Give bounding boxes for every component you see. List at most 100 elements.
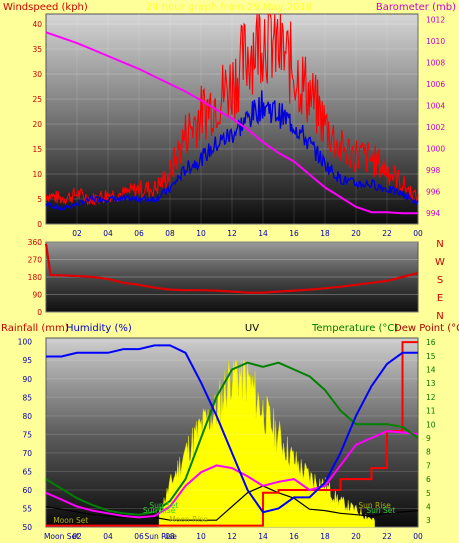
tick-label: 30 <box>32 70 42 79</box>
humidity-axis-ticks: 50 55 60 65 70 75 80 85 90 95 100 <box>18 338 33 532</box>
tick-label: 40 <box>32 20 42 29</box>
tick-label: 25 <box>32 95 42 104</box>
tick-label: 20 <box>32 120 42 129</box>
humidity-label: Humidity (%) <box>66 323 132 334</box>
temperature-axis-ticks: 3 4 5 6 7 8 9 10 11 12 13 14 15 16 <box>426 338 436 525</box>
tick-label: 270 <box>28 256 43 265</box>
humidity-line <box>46 344 418 514</box>
tick-label: 1010 <box>426 37 445 46</box>
tick-label: 02 <box>72 229 82 238</box>
tick-label: 14 <box>258 532 268 541</box>
tick-label: 00 <box>413 229 423 238</box>
gust-line <box>45 13 419 206</box>
tick-label: 180 <box>28 273 43 282</box>
tick-label: 12 <box>426 393 436 402</box>
tick-label: 4 <box>426 502 431 511</box>
uv-area <box>158 360 375 528</box>
tick-label: 22 <box>382 532 392 541</box>
tick-label: 50 <box>22 523 32 532</box>
tick-label: 18 <box>320 229 330 238</box>
tick-label: 11 <box>426 407 436 416</box>
tick-label: 70 <box>22 449 32 458</box>
tick-label: 10 <box>426 420 436 429</box>
tick-label: 0 <box>37 308 42 317</box>
tick-label: 1000 <box>426 145 445 154</box>
tick-label: 12 <box>227 532 237 541</box>
tick-label: Moon Set <box>44 532 79 541</box>
rain-line <box>46 341 418 527</box>
tick-label: 08 <box>165 532 175 541</box>
tick-label: 04 <box>103 532 113 541</box>
tick-label: 10 <box>32 170 42 179</box>
pink-line <box>45 430 419 519</box>
annotation-label: Sun Set <box>149 501 178 510</box>
dewpoint-label: Dew Point (°C) <box>394 323 459 334</box>
tick-label: 08 <box>165 229 175 238</box>
avg-wind-line <box>45 90 419 212</box>
direction-axis-ticks: 360 270 180 90 0 <box>28 238 43 317</box>
tick-label: 3 <box>426 516 431 525</box>
tick-label: 360 <box>28 238 43 247</box>
tick-label: 9 <box>426 434 431 443</box>
windspeed-label: Windspeed (kph) <box>3 2 88 13</box>
tick-label: 1002 <box>426 123 445 132</box>
uv-label: UV <box>245 323 259 334</box>
rainfall-label: Rainfall (mm) <box>1 323 69 334</box>
tick-label: 20 <box>351 229 361 238</box>
compass-label: N <box>436 311 443 322</box>
tick-label: 06 <box>134 229 144 238</box>
direction-series <box>44 243 419 294</box>
direction-panel-bg <box>45 241 419 313</box>
tick-label: 16 <box>426 338 436 347</box>
annotation-label: Sun Rise <box>143 506 176 515</box>
tick-label: 06 <box>134 532 144 541</box>
tick-label: 10 <box>196 229 206 238</box>
tick-label: 18 <box>320 532 330 541</box>
wind-series <box>45 13 419 215</box>
annotation-label: Moon Set <box>53 516 88 525</box>
tick-label: 7 <box>426 461 431 470</box>
tick-label: 6 <box>426 475 431 484</box>
compass-label: E <box>437 293 443 304</box>
tick-label: 35 <box>32 45 42 54</box>
tick-label: 5 <box>426 489 431 498</box>
tick-label: 15 <box>426 352 436 361</box>
tick-label: 90 <box>32 291 42 300</box>
rain-grid <box>46 341 418 528</box>
temperature-label: Temperature (°C) <box>311 323 398 334</box>
tick-label: 998 <box>426 166 441 175</box>
tick-label: 55 <box>22 504 32 513</box>
tick-label: 02 <box>72 532 82 541</box>
compass-label: S <box>437 275 443 286</box>
wind-time-ticks: 02 04 06 08 10 12 14 16 18 20 22 00 <box>72 229 423 238</box>
tick-label: 994 <box>426 209 441 218</box>
tick-label: 1004 <box>426 102 445 111</box>
tick-label: 65 <box>22 467 32 476</box>
uv-series <box>158 360 375 528</box>
tick-label: 00 <box>413 532 423 541</box>
barometer-axis-ticks: 994 996 998 1000 1002 1004 1006 1008 1010 1012 <box>426 15 445 218</box>
temperature-line <box>45 361 419 516</box>
tick-label: 85 <box>22 393 32 402</box>
tick-label: 16 <box>289 229 299 238</box>
barometer-line <box>45 31 418 215</box>
annotation-label: Sun Set <box>366 506 395 515</box>
tick-label: 04 <box>103 229 113 238</box>
barometer-label: Barometer (mb) <box>376 2 456 13</box>
direction-grid <box>46 241 418 313</box>
compass-label: N <box>436 239 443 250</box>
tick-label: 1006 <box>426 80 445 89</box>
compass-label: W <box>435 257 445 268</box>
tick-label: 0 <box>37 220 42 229</box>
dewpoint-line <box>45 485 419 521</box>
tick-label: 13 <box>426 379 436 388</box>
tick-label: 5 <box>37 195 42 204</box>
tick-label: 95 <box>22 356 32 365</box>
tick-label: 75 <box>22 430 32 439</box>
tick-label: 16 <box>289 532 299 541</box>
tick-label: 14 <box>258 229 268 238</box>
tick-label: 60 <box>22 486 32 495</box>
